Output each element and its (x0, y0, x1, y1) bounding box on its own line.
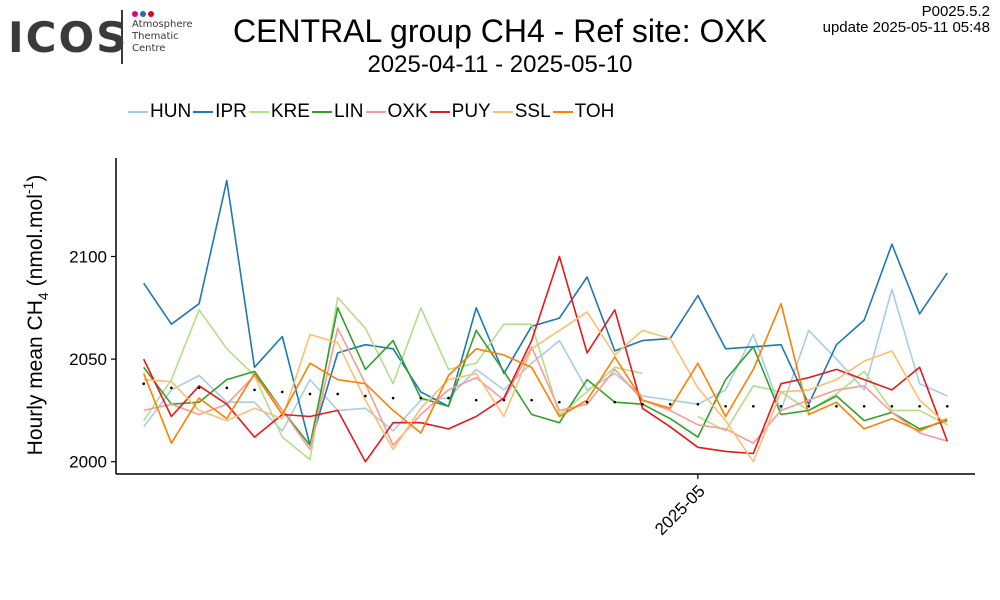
chart-subtitle: 2025-04-11 - 2025-05-10 (367, 51, 633, 78)
legend-swatch (365, 111, 386, 113)
reference-points (142, 382, 949, 408)
version-label: P0025.5.2 (921, 3, 990, 20)
reference-point (142, 382, 146, 386)
legend-label: IPR (215, 101, 247, 122)
reference-point (558, 400, 561, 404)
reference-point (835, 404, 838, 408)
series-line-puy (142, 255, 949, 463)
icos-logo: ICOS Atmosphere Thematic Centre (8, 10, 208, 70)
y-axis-ticks: 2000 2050 2100 (69, 247, 116, 472)
ylabel-superscript: -1 (20, 181, 36, 194)
reference-point (945, 404, 949, 408)
reference-point (280, 390, 284, 394)
legend-swatch (552, 111, 573, 113)
reference-point (253, 388, 256, 392)
series-line-toh (142, 302, 948, 444)
logo-dot (132, 11, 138, 17)
legend-swatch (128, 111, 148, 113)
legend-swatch (193, 111, 214, 113)
legend-label: TOH (574, 101, 615, 122)
series-lines (142, 179, 949, 463)
x-tick-label: 2025-05 (651, 481, 709, 539)
ylabel-close: ) (24, 175, 47, 182)
legend-item-lin: LIN (311, 101, 364, 123)
reference-point (585, 400, 589, 404)
logo-wordmark: ICOS (8, 13, 129, 62)
legend-label: OXK (387, 101, 428, 122)
reference-point (391, 396, 395, 400)
reference-point (447, 396, 450, 400)
series-line-lin (143, 307, 948, 447)
reference-point (724, 404, 727, 408)
reference-point (474, 398, 478, 402)
legend-swatch (429, 111, 450, 113)
reference-point (308, 392, 312, 396)
y-tick-label: 2100 (69, 247, 107, 266)
series-line-oxk (143, 327, 948, 451)
reference-point (668, 402, 672, 406)
reference-point (336, 392, 339, 396)
y-axis-label: Hourly mean CH4 (nmol.mol-1) (20, 175, 51, 456)
legend-item-ipr: IPR (193, 101, 247, 123)
series-line-kre (143, 296, 948, 461)
logo-subtitle-line: Centre (132, 43, 166, 54)
reference-point (696, 402, 700, 406)
reference-point (862, 404, 866, 408)
reference-point (502, 398, 506, 402)
legend-item-kre: KRE (248, 101, 310, 123)
reference-point (419, 396, 423, 400)
y-tick-label: 2000 (69, 453, 107, 472)
ylabel-units: (nmol.mol (24, 194, 47, 286)
legend-label: SSL (514, 101, 551, 122)
logo-subtitle-line: Thematic (132, 31, 179, 42)
series-line-ipr (143, 179, 948, 447)
logo-dots (132, 10, 156, 19)
logo-dot (140, 11, 146, 17)
ylabel-subscript: 4 (35, 292, 51, 300)
legend-swatch (248, 111, 269, 113)
reference-point (779, 404, 783, 408)
reference-point (613, 400, 617, 404)
logo-dot (148, 11, 154, 17)
legend-swatch (311, 111, 332, 113)
logo-divider (121, 10, 123, 64)
reference-point (918, 404, 921, 408)
reference-point (807, 404, 811, 408)
reference-point (752, 404, 755, 408)
legend-item-toh: TOH (552, 101, 615, 123)
chart-legend: HUN IPR KRE LIN OXK PUY SSL TOH (128, 99, 616, 125)
legend-item-ssl: SSL (492, 101, 551, 123)
reference-point (641, 402, 644, 406)
legend-swatch (492, 111, 513, 113)
logo-subtitle: Atmosphere Thematic Centre (132, 19, 193, 55)
update-timestamp: update 2025-05-11 05:48 (822, 19, 990, 36)
x-axis-ticks: 2025-05 (651, 474, 709, 539)
series-line-ssl (143, 311, 948, 463)
reference-point (364, 394, 367, 398)
reference-point (225, 386, 229, 390)
reference-point (170, 386, 173, 390)
legend-label: HUN (150, 101, 192, 122)
legend-item-puy: PUY (429, 101, 491, 123)
legend-label: LIN (333, 101, 364, 122)
reference-point (530, 398, 533, 402)
version-info: P0025.5.2 update 2025-05-11 05:48 (823, 4, 990, 36)
series-line-hun (143, 288, 948, 432)
reference-point (890, 404, 894, 408)
logo-subtitle-line: Atmosphere (132, 19, 193, 30)
chart-title: CENTRAL group CH4 - Ref site: OXK (232, 13, 768, 49)
y-tick-label: 2050 (69, 350, 107, 369)
legend-label: PUY (451, 101, 491, 122)
legend-item-hun: HUN (128, 101, 191, 123)
ylabel-main: Hourly mean CH (24, 300, 47, 455)
legend-label: KRE (270, 101, 310, 122)
reference-point (197, 386, 201, 390)
legend-item-oxk: OXK (365, 101, 428, 123)
